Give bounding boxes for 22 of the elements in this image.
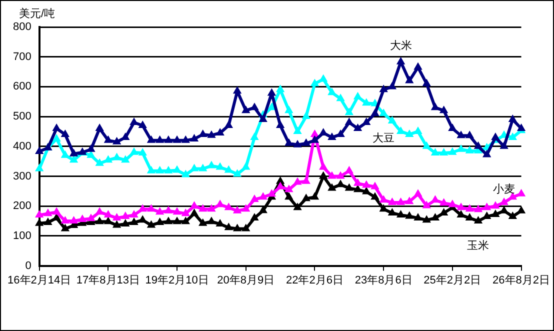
x-tick-label: 22年2月6日 [286, 274, 344, 286]
y-tick-label: 200 [12, 200, 32, 212]
series-label: 小麦 [493, 182, 516, 196]
series-label: 大豆 [372, 132, 395, 145]
y-tick-label: 100 [12, 230, 32, 242]
y-tick-label: 500 [12, 110, 32, 123]
y-tick-label: 700 [12, 50, 32, 63]
x-tick-label: 17年8月13日 [76, 274, 140, 286]
y-tick-label: 800 [12, 21, 32, 34]
y-axis-title: 美元/吨 [19, 7, 56, 20]
series-label: 大米 [390, 38, 412, 52]
y-tick-label: 300 [12, 170, 32, 182]
x-tick-label: 25年2月2日 [424, 274, 482, 286]
x-tick-label: 16年2月14日 [8, 274, 72, 286]
y-tick-label: 600 [12, 80, 32, 93]
series-label: 玉米 [467, 239, 490, 252]
x-tick-label: 23年8月6日 [354, 274, 412, 286]
x-tick-label: 26年8月2日 [492, 274, 550, 286]
x-tick-label: 19年2月10日 [145, 274, 209, 286]
y-tick-label: 400 [12, 140, 32, 152]
y-tick-label: 0 [25, 260, 32, 272]
x-tick-label: 20年8月9日 [217, 274, 275, 286]
